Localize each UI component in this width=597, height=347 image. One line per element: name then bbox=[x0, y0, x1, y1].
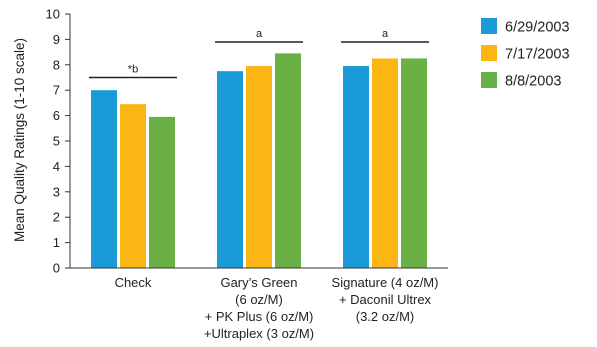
bar bbox=[401, 58, 427, 269]
y-axis-ticks: 0 1 2 3 4 5 6 7 8 9 10 bbox=[46, 7, 70, 276]
y-tick-label: 2 bbox=[53, 210, 60, 225]
category-label: Check bbox=[115, 275, 152, 290]
legend-label: 6/29/2003 bbox=[505, 20, 570, 36]
y-tick-label: 9 bbox=[53, 32, 60, 47]
bar bbox=[149, 116, 175, 269]
bar bbox=[275, 53, 301, 269]
category-label: + PK Plus (6 oz/M) bbox=[205, 309, 314, 324]
bar bbox=[91, 90, 117, 268]
bar bbox=[217, 71, 243, 269]
bar bbox=[372, 58, 398, 269]
y-axis-label: Mean Quality Ratings (1-10 scale) bbox=[12, 38, 27, 242]
category-label: Gary’s Green bbox=[220, 275, 297, 290]
y-tick-label: 10 bbox=[46, 7, 60, 22]
legend-swatch bbox=[481, 18, 497, 34]
significance-annotations: *b a a bbox=[89, 28, 429, 79]
y-tick-label: 6 bbox=[53, 108, 60, 123]
category-label: Signature (4 oz/M) bbox=[332, 275, 439, 290]
category-label: +Ultraplex (3 oz/M) bbox=[204, 326, 314, 341]
significance-label: a bbox=[256, 28, 263, 40]
y-tick-label: 0 bbox=[53, 261, 60, 276]
category-label: (3.2 oz/M) bbox=[356, 309, 415, 324]
significance-label: a bbox=[382, 28, 389, 40]
legend-label: 8/8/2003 bbox=[505, 74, 561, 90]
y-tick-label: 5 bbox=[53, 134, 60, 149]
legend: 6/29/2003 7/17/2003 8/8/2003 bbox=[481, 18, 570, 90]
y-tick-label: 1 bbox=[53, 235, 60, 250]
significance-label: *b bbox=[128, 64, 138, 76]
axes bbox=[69, 14, 448, 269]
category-labels: Check Gary’s Green (6 oz/M) + PK Plus (6 oz… bbox=[115, 275, 439, 341]
y-tick-label: 8 bbox=[53, 57, 60, 72]
legend-label: 7/17/2003 bbox=[505, 47, 570, 63]
category-label: (6 oz/M) bbox=[235, 292, 283, 307]
y-tick-label: 7 bbox=[53, 83, 60, 98]
y-tick-label: 3 bbox=[53, 184, 60, 199]
y-tick-label: 4 bbox=[53, 159, 60, 174]
category-label: + Daconil Ultrex bbox=[339, 292, 432, 307]
bars bbox=[91, 53, 427, 269]
legend-swatch bbox=[481, 72, 497, 88]
bar bbox=[120, 104, 146, 268]
bar bbox=[343, 66, 369, 268]
bar bbox=[246, 66, 272, 268]
legend-swatch bbox=[481, 45, 497, 61]
